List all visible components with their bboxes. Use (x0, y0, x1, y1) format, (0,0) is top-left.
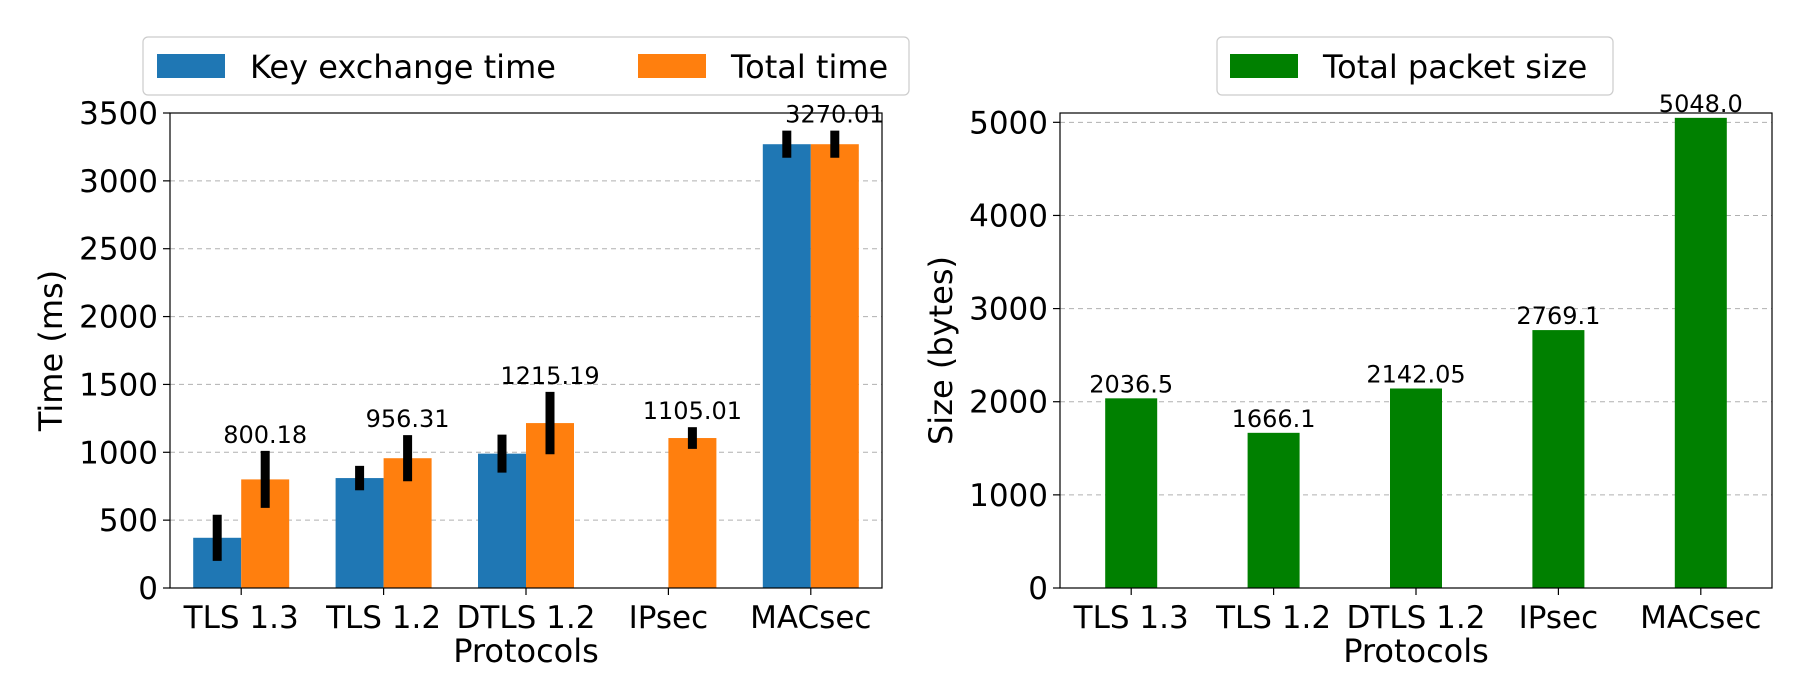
data-label: 1666.1 (1232, 405, 1316, 433)
legend-label: Total packet size (1322, 48, 1587, 86)
y-tick-label: 4000 (969, 198, 1048, 234)
data-label: 5048.0 (1659, 90, 1743, 118)
bar-packet-size (1532, 330, 1585, 588)
y-tick-label: 2000 (79, 300, 158, 336)
data-label: 1105.01 (643, 397, 742, 425)
y-tick-label: 0 (138, 571, 158, 607)
data-label: 2769.1 (1516, 302, 1600, 330)
y-tick-label: 0 (1028, 571, 1048, 607)
y-tick-label: 1000 (969, 478, 1048, 514)
legend-swatch (1230, 54, 1298, 78)
legend-label: Total time (730, 48, 888, 86)
bar-packet-size (1247, 432, 1300, 588)
y-tick-label: 2000 (969, 385, 1048, 421)
data-label: 1215.19 (500, 362, 599, 390)
legend-box (142, 36, 910, 96)
bar-key-exchange (478, 453, 526, 588)
y-tick-label: 2500 (79, 232, 158, 268)
legend-label: Key exchange time (250, 48, 556, 86)
bar-total (668, 438, 717, 588)
data-label: 800.18 (223, 421, 307, 449)
x-tick-label: MACsec (750, 600, 871, 636)
x-tick-label: DTLS 1.2 (457, 600, 596, 636)
legend-swatch (638, 54, 706, 78)
data-label: 956.31 (366, 405, 450, 433)
time-chart: 0 500 1000 1500 2000 2500 3000 3500 800.18 956.31… (32, 36, 910, 670)
x-tick-label: IPsec (629, 600, 709, 636)
size-chart: 0 1000 2000 3000 4000 5000 2036.5 1666.1 2142.05… (922, 36, 1773, 670)
bar-key-exchange (335, 478, 384, 588)
x-axis-label: Protocols (453, 632, 599, 670)
x-tick-label: IPsec (1519, 600, 1599, 636)
x-tick-label: DTLS 1.2 (1347, 600, 1486, 636)
y-tick-label: 1500 (79, 367, 158, 403)
y-tick-label: 5000 (969, 105, 1048, 141)
x-tick-label: TLS 1.3 (183, 600, 299, 636)
bar-packet-size (1105, 398, 1158, 588)
y-axis-label: Time (ms) (32, 270, 70, 432)
y-tick-label: 3500 (79, 96, 158, 132)
bar-total (810, 144, 859, 588)
bar-packet-size (1674, 117, 1727, 588)
data-label: 2036.5 (1089, 370, 1173, 398)
x-tick-label: MACsec (1640, 600, 1761, 636)
legend-swatch (157, 54, 225, 78)
data-label: 2142.05 (1366, 360, 1465, 388)
y-tick-label: 3000 (969, 292, 1048, 328)
legend-box (1216, 36, 1614, 96)
x-tick-label: TLS 1.2 (325, 600, 441, 636)
bar-packet-size (1390, 388, 1442, 588)
y-tick-label: 500 (99, 503, 158, 539)
y-tick-label: 1000 (79, 435, 158, 471)
x-tick-label: TLS 1.3 (1073, 600, 1189, 636)
data-label: 3270.01 (785, 101, 884, 129)
x-axis-label: Protocols (1343, 632, 1489, 670)
y-tick-label: 3000 (79, 164, 158, 200)
bar-key-exchange (762, 144, 811, 588)
y-axis-label: Size (bytes) (922, 256, 960, 445)
x-tick-label: TLS 1.2 (1215, 600, 1331, 636)
